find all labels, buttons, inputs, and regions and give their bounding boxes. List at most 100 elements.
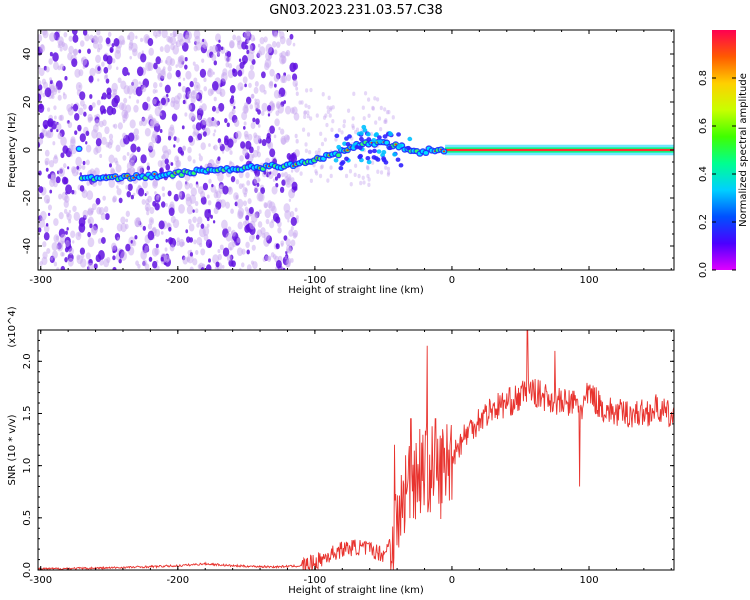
noise-blob [260,110,265,116]
noise-blob [242,76,248,84]
noise-blob [221,219,228,230]
noise-blob [227,138,234,148]
noise-blob [383,107,387,112]
ridge-branch-blob [397,143,403,149]
noise-blob [357,173,361,179]
noise-blob [157,160,163,168]
noise-blob [113,123,118,129]
noise-blob [71,166,77,174]
noise-blob [202,226,210,236]
noise-blob [161,201,166,208]
noise-blob [263,231,270,241]
noise-blob [164,44,171,54]
noise-blob [108,138,114,145]
noise-blob [148,141,154,151]
noise-blob [47,173,51,179]
noise-blob [218,102,225,112]
noise-blob [193,45,198,52]
noise-blob [379,126,383,132]
noise-blob [38,103,45,113]
noise-blob [268,81,274,89]
noise-blob [286,135,290,141]
y-tick-label: 1.0 [22,458,33,474]
noise-blob [189,266,194,270]
noise-blob [54,115,57,120]
ridge-branch-blob [361,124,367,130]
noise-blob [159,46,164,52]
noise-blob [303,114,307,120]
noise-blob [275,243,280,250]
noise-blob [211,44,218,54]
noise-blob [178,82,182,87]
noise-blob [96,30,101,36]
noise-blob [199,242,203,248]
noise-blob [259,36,265,45]
noise-blob [257,50,262,58]
noise-blob [366,166,370,171]
noise-blob [164,158,169,165]
noise-blob [291,73,298,81]
noise-blob [82,30,88,36]
noise-blob [232,68,236,74]
noise-blob [314,169,318,174]
noise-blob [208,258,211,263]
noise-blob [126,35,131,40]
noise-blob [144,203,151,212]
noise-blob [87,231,92,238]
ridge-blob-peak [394,143,397,146]
noise-blob [202,182,209,191]
noise-blob [155,66,162,74]
ridge-branch-blob [407,136,413,142]
noise-blob [384,118,388,123]
noise-blob [87,48,91,54]
noise-blob [88,75,94,83]
noise-blob [52,141,56,146]
noise-blob [354,163,358,168]
noise-blob [245,241,250,249]
noise-blob [289,33,294,40]
noise-blob [146,162,150,167]
noise-blob [182,145,187,152]
noise-blob [327,95,331,101]
noise-blob [259,84,266,93]
noise-blob [236,247,243,256]
noise-blob [220,199,226,208]
noise-blob [359,180,363,186]
noise-blob [63,163,67,169]
noise-blob [167,135,172,141]
noise-blob [95,138,102,147]
noise-blob [136,66,144,77]
noise-blob [319,165,323,170]
noise-blob [95,254,102,263]
noise-blob [253,132,258,139]
noise-blob [293,112,300,121]
noise-blob [127,183,133,192]
noise-blob [210,121,215,127]
noise-blob [188,182,193,189]
noise-blob [142,259,148,267]
noise-blob [229,40,235,49]
noise-blob [261,232,266,239]
noise-blob [64,195,70,203]
noise-blob [154,191,157,195]
noise-blob [231,108,236,115]
noise-blob [49,77,52,82]
noise-blob [153,62,158,70]
noise-blob [87,207,94,216]
ridge-blob-core [76,147,82,151]
ridge-branch-blob [377,138,383,144]
y-tick-label: 0.0 [22,562,33,578]
noise-blob [87,113,93,122]
noise-blob [110,167,115,174]
noise-blob [253,185,259,193]
noise-blob [224,118,228,124]
noise-blob [269,148,276,158]
ridge-branch-blob [336,144,342,150]
noise-blob [250,260,254,265]
noise-blob [284,209,291,220]
noise-blob [214,189,218,194]
figure-title: GN03.2023.231.03.57.C38 [269,3,443,18]
x-tick-label: -300 [29,575,52,586]
noise-blob [265,43,273,54]
noise-blob [217,172,224,182]
